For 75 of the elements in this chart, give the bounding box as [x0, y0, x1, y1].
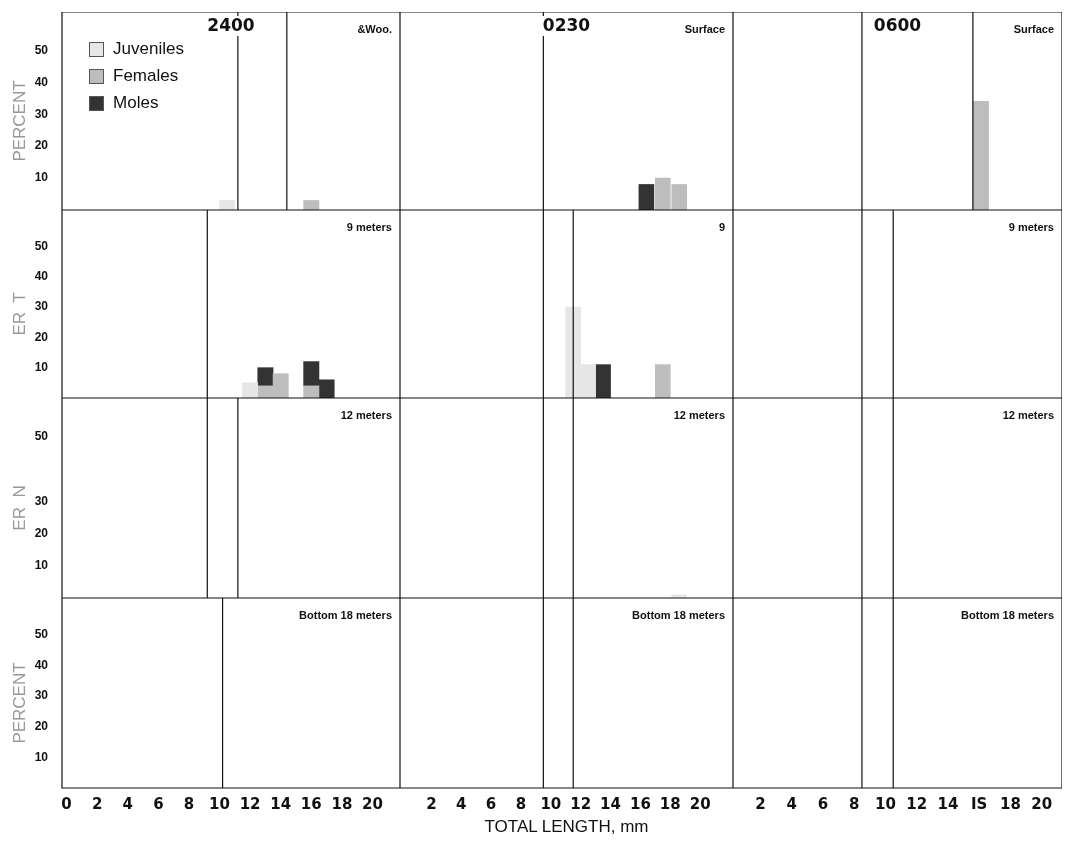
- annotation: 9: [718, 220, 725, 233]
- x-tick-label: 20: [1031, 794, 1053, 813]
- annotation: 12 meters: [340, 408, 392, 421]
- y-tick-label: 50: [34, 429, 49, 444]
- x-tick-label: 4: [456, 794, 467, 813]
- x-tick-label: 4: [786, 794, 797, 813]
- x-tick-label: 2: [755, 794, 766, 813]
- x-tick-label: 12: [570, 794, 592, 813]
- x-tick-label: 8: [848, 794, 860, 813]
- y-tick-label: 30: [34, 688, 49, 703]
- x-tick-label: 10: [209, 794, 230, 813]
- y-tick-label: 30: [34, 106, 49, 121]
- y-tick-label: 10: [34, 749, 49, 764]
- annotation: Bottom 18 meters: [299, 608, 392, 621]
- x-tick-label: 10: [540, 794, 562, 813]
- y-tick-label: 40: [34, 269, 49, 284]
- annotation: 9 meters: [1008, 220, 1054, 233]
- y-tick-label: 30: [34, 493, 49, 508]
- x-tick-label: 2: [91, 794, 103, 813]
- chart-title: 0230: [542, 14, 591, 35]
- x-tick-label: 0: [61, 794, 72, 813]
- x-tick-label: 14: [937, 794, 959, 813]
- x-tick-label: 14: [270, 794, 292, 813]
- x-tick-label: 20: [689, 794, 711, 813]
- y-tick-label: 10: [34, 359, 49, 374]
- chart-title: 2400: [207, 14, 255, 35]
- x-tick-label: 18: [659, 794, 681, 813]
- chart-title: 0600: [873, 14, 922, 35]
- y-tick-label: 20: [34, 525, 49, 540]
- annotation: Surface: [684, 22, 725, 35]
- y-tick-label: 50: [34, 627, 49, 642]
- y-tick-label: 20: [34, 138, 49, 153]
- y-tick-label: 50: [34, 42, 49, 57]
- annotation: Bottom 18 meters: [961, 608, 1054, 621]
- x-tick-label: 6: [485, 794, 497, 813]
- y-tick-label: 30: [34, 299, 49, 314]
- y-axis-title: ER T: [9, 292, 29, 336]
- legend-label: Juveniles: [113, 39, 184, 60]
- x-tick-label: 6: [153, 794, 164, 813]
- x-axis-title: TOTAL LENGTH, mm: [484, 817, 649, 837]
- y-tick-label: 50: [34, 238, 49, 253]
- y-tick-label: 40: [34, 657, 49, 672]
- annotation: 12 meters: [1002, 408, 1054, 421]
- annotation: 12 meters: [673, 408, 725, 421]
- y-tick-label: 20: [34, 719, 49, 734]
- y-axis-title: PERCENT: [9, 80, 29, 162]
- x-tick-label: 14: [600, 794, 621, 813]
- x-tick-label: 6: [817, 794, 829, 813]
- legend-label: Females: [113, 66, 179, 87]
- y-axis-title: PERCENT: [9, 662, 29, 744]
- legend-label: Moles: [113, 93, 159, 114]
- x-tick-label: IS: [970, 794, 988, 813]
- x-tick-label: 16: [300, 794, 322, 813]
- x-tick-label: 16: [629, 794, 651, 813]
- annotation: Bottom 18 meters: [632, 608, 725, 621]
- x-tick-label: 2: [426, 794, 437, 813]
- y-tick-label: 10: [34, 170, 49, 185]
- x-tick-label: 18: [999, 794, 1021, 813]
- y-tick-label: 20: [34, 329, 49, 344]
- y-tick-label: 40: [34, 74, 49, 89]
- x-tick-label: 4: [122, 794, 133, 813]
- bar: [242, 382, 259, 398]
- annotation: Surface: [1013, 22, 1054, 35]
- x-tick-label: 12: [906, 794, 928, 813]
- y-axis-title: ER N: [9, 485, 29, 531]
- annotation: &Woo.: [357, 22, 392, 35]
- y-tick-label: 10: [34, 558, 49, 573]
- x-tick-label: 18: [331, 794, 353, 813]
- x-tick-label: 20: [362, 794, 383, 813]
- bar: [257, 367, 274, 387]
- annotation: 9 meters: [346, 220, 392, 233]
- x-tick-label: 8: [515, 794, 527, 813]
- x-tick-label: 8: [183, 794, 195, 813]
- x-tick-label: 10: [874, 794, 896, 813]
- x-tick-label: 12: [239, 794, 261, 813]
